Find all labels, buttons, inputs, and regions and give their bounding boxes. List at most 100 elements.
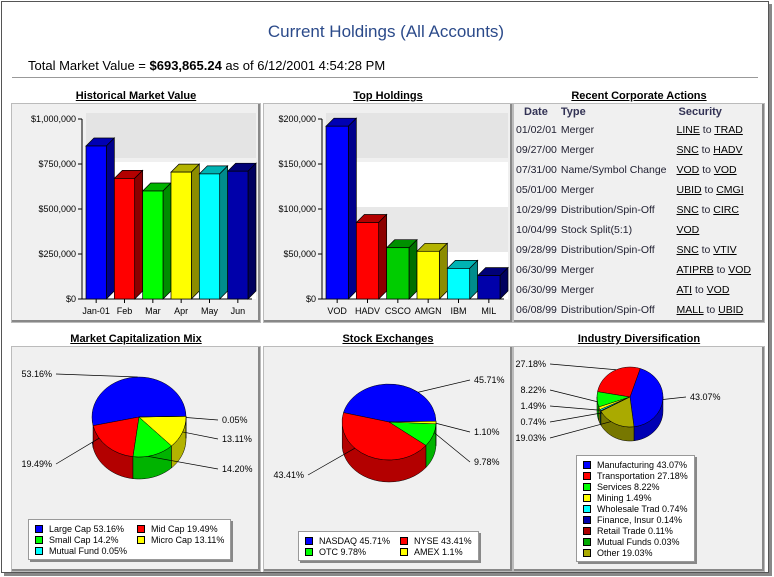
bar-side	[105, 137, 115, 300]
legend-item: Mutual Funds 0.03%	[583, 536, 688, 547]
security-link[interactable]: CMGI	[716, 184, 744, 196]
legend: NASDAQ 45.71% NYSE 43.41% OTC 9.78% AMEX 1.…	[298, 531, 479, 561]
security-link[interactable]: SNC	[676, 144, 699, 156]
chart-title: Market Capitalization Mix	[70, 333, 202, 345]
callout-line	[549, 363, 617, 371]
action-row: 06/30/99 Merger ATI to VOD	[514, 280, 753, 300]
bar-side	[162, 182, 172, 300]
security-link[interactable]: CIRC	[713, 204, 739, 216]
callout-line	[55, 373, 138, 378]
tmv-label: Total Market Value =	[28, 58, 150, 73]
action-security: VOD	[669, 220, 754, 240]
action-row: 06/08/99 Distribution/Spin-Off MALL to UBI…	[514, 300, 753, 320]
security-link[interactable]: VOD	[676, 164, 700, 176]
bar-side	[378, 213, 388, 300]
security-link[interactable]: VTIV	[713, 244, 737, 256]
legend-swatch	[583, 460, 591, 469]
security-link[interactable]: ATI	[676, 284, 693, 296]
security-link[interactable]: MALL	[676, 304, 704, 316]
action-row: 10/04/99 Stock Split(5:1) VOD	[514, 220, 753, 240]
bar-Jan-01	[85, 145, 107, 300]
x-tick-label: Jun	[231, 306, 246, 316]
panel-market-cap: Market Capitalization Mix 53.16% 19.49% 14…	[11, 333, 261, 572]
legend-label: Mutual Fund 0.05%	[49, 545, 128, 556]
security-link[interactable]: UBID	[718, 304, 744, 316]
pie-slice-1	[92, 416, 140, 457]
bar-Apr	[170, 171, 192, 300]
to-word: to	[701, 184, 717, 196]
callout-line	[549, 405, 601, 411]
security-link[interactable]: LINE	[676, 124, 700, 136]
bar-side	[247, 162, 257, 300]
legend-label: NASDAQ 45.71%	[319, 535, 391, 546]
pie-slice-0	[91, 376, 187, 426]
corporate-actions-table: Date Type Security 01/02/01 Merger LINE to T…	[514, 104, 753, 320]
market-cap-pie-chart: 53.16% 19.49% 14.20% 13.11% 0.05%	[21, 369, 253, 480]
legend-label: Retail Trade 0.11%	[597, 525, 673, 536]
tmv-date: as of 6/12/2001 4:54:28 PM	[221, 58, 386, 73]
callout-line	[549, 389, 598, 403]
x-tick-label: Mar	[145, 306, 161, 316]
legend-label: Wholesale Trad 0.74%	[597, 503, 688, 514]
industry-pie-chart: 43.07% 27.18% 8.22% 1.49% 0.74% 19.03%	[515, 359, 720, 443]
action-security: UBID to CMGI	[669, 180, 754, 200]
security-link[interactable]: VOD	[728, 264, 752, 276]
callout-label: 27.18%	[515, 359, 546, 369]
legend-swatch	[583, 526, 591, 535]
legend-swatch	[583, 515, 591, 524]
x-tick-label: AMGN	[415, 306, 442, 316]
security-link[interactable]: HADV	[713, 144, 743, 156]
legend-label: AMEX 1.1%	[414, 546, 463, 557]
action-date: 06/30/99	[516, 284, 557, 296]
security-link[interactable]: SNC	[676, 204, 699, 216]
callout-label: 45.71%	[474, 375, 505, 385]
bar-Mar	[142, 190, 164, 300]
action-date: 09/28/99	[516, 244, 557, 256]
legend-swatch	[400, 536, 409, 545]
callout-line	[185, 417, 219, 421]
security-link[interactable]: SNC	[676, 244, 699, 256]
action-security: ATIPRB to VOD	[669, 260, 754, 280]
security-link[interactable]: ATIPRB	[676, 264, 714, 276]
action-type: Distribution/Spin-Off	[560, 244, 655, 256]
legend-item: Mining 1.49%	[583, 492, 688, 503]
legend-swatch	[35, 546, 43, 555]
page-title: Current Holdings (All Accounts)	[267, 22, 505, 41]
to-word: to	[699, 164, 714, 176]
security-link[interactable]: VOD	[713, 164, 737, 176]
legend-item: Transportation 27.18%	[583, 470, 688, 481]
bar-side	[408, 238, 418, 300]
legend-item: Finance, Insur 0.14%	[583, 514, 688, 525]
legend-label: Services 8.22%	[597, 481, 660, 492]
action-type: Distribution/Spin-Off	[560, 204, 655, 216]
x-tick-label: Jan-01	[82, 306, 110, 316]
pie-slice-4	[138, 415, 187, 418]
callout-line	[418, 379, 471, 393]
action-type: Stock Split(5:1)	[560, 224, 633, 236]
x-tick-label: May	[201, 306, 219, 316]
security-link[interactable]: VOD	[676, 224, 700, 236]
panel-industry: Industry Diversification 43.07% 27.18% 8.2…	[513, 333, 765, 572]
panel-top-holdings: Top Holdings $0 $50,000 $100,000 $150,000 $2…	[263, 90, 513, 323]
to-word: to	[699, 124, 715, 136]
bar-side	[347, 117, 357, 300]
action-security: ATI to VOD	[669, 280, 754, 300]
security-link[interactable]: TRAD	[714, 124, 743, 136]
legend-label: Mutual Funds 0.03%	[597, 536, 680, 547]
bar-Jun	[227, 170, 249, 300]
action-security: MALL to UBID	[669, 300, 754, 320]
security-link[interactable]: VOD	[706, 284, 730, 296]
divider	[12, 77, 758, 78]
callout-label: 19.03%	[515, 433, 546, 443]
action-date: 10/29/99	[516, 204, 557, 216]
legend-swatch	[583, 493, 591, 502]
callout-line	[549, 421, 612, 439]
legend-item: OTC 9.78%	[305, 546, 390, 557]
legend-item: Manufacturing 43.07%	[583, 459, 688, 470]
to-word: to	[698, 144, 714, 156]
legend: Manufacturing 43.07% Transportation 27.18…	[576, 455, 695, 562]
security-link[interactable]: UBID	[676, 184, 702, 196]
action-date: 05/01/00	[516, 184, 557, 196]
action-type: Merger	[560, 184, 595, 196]
